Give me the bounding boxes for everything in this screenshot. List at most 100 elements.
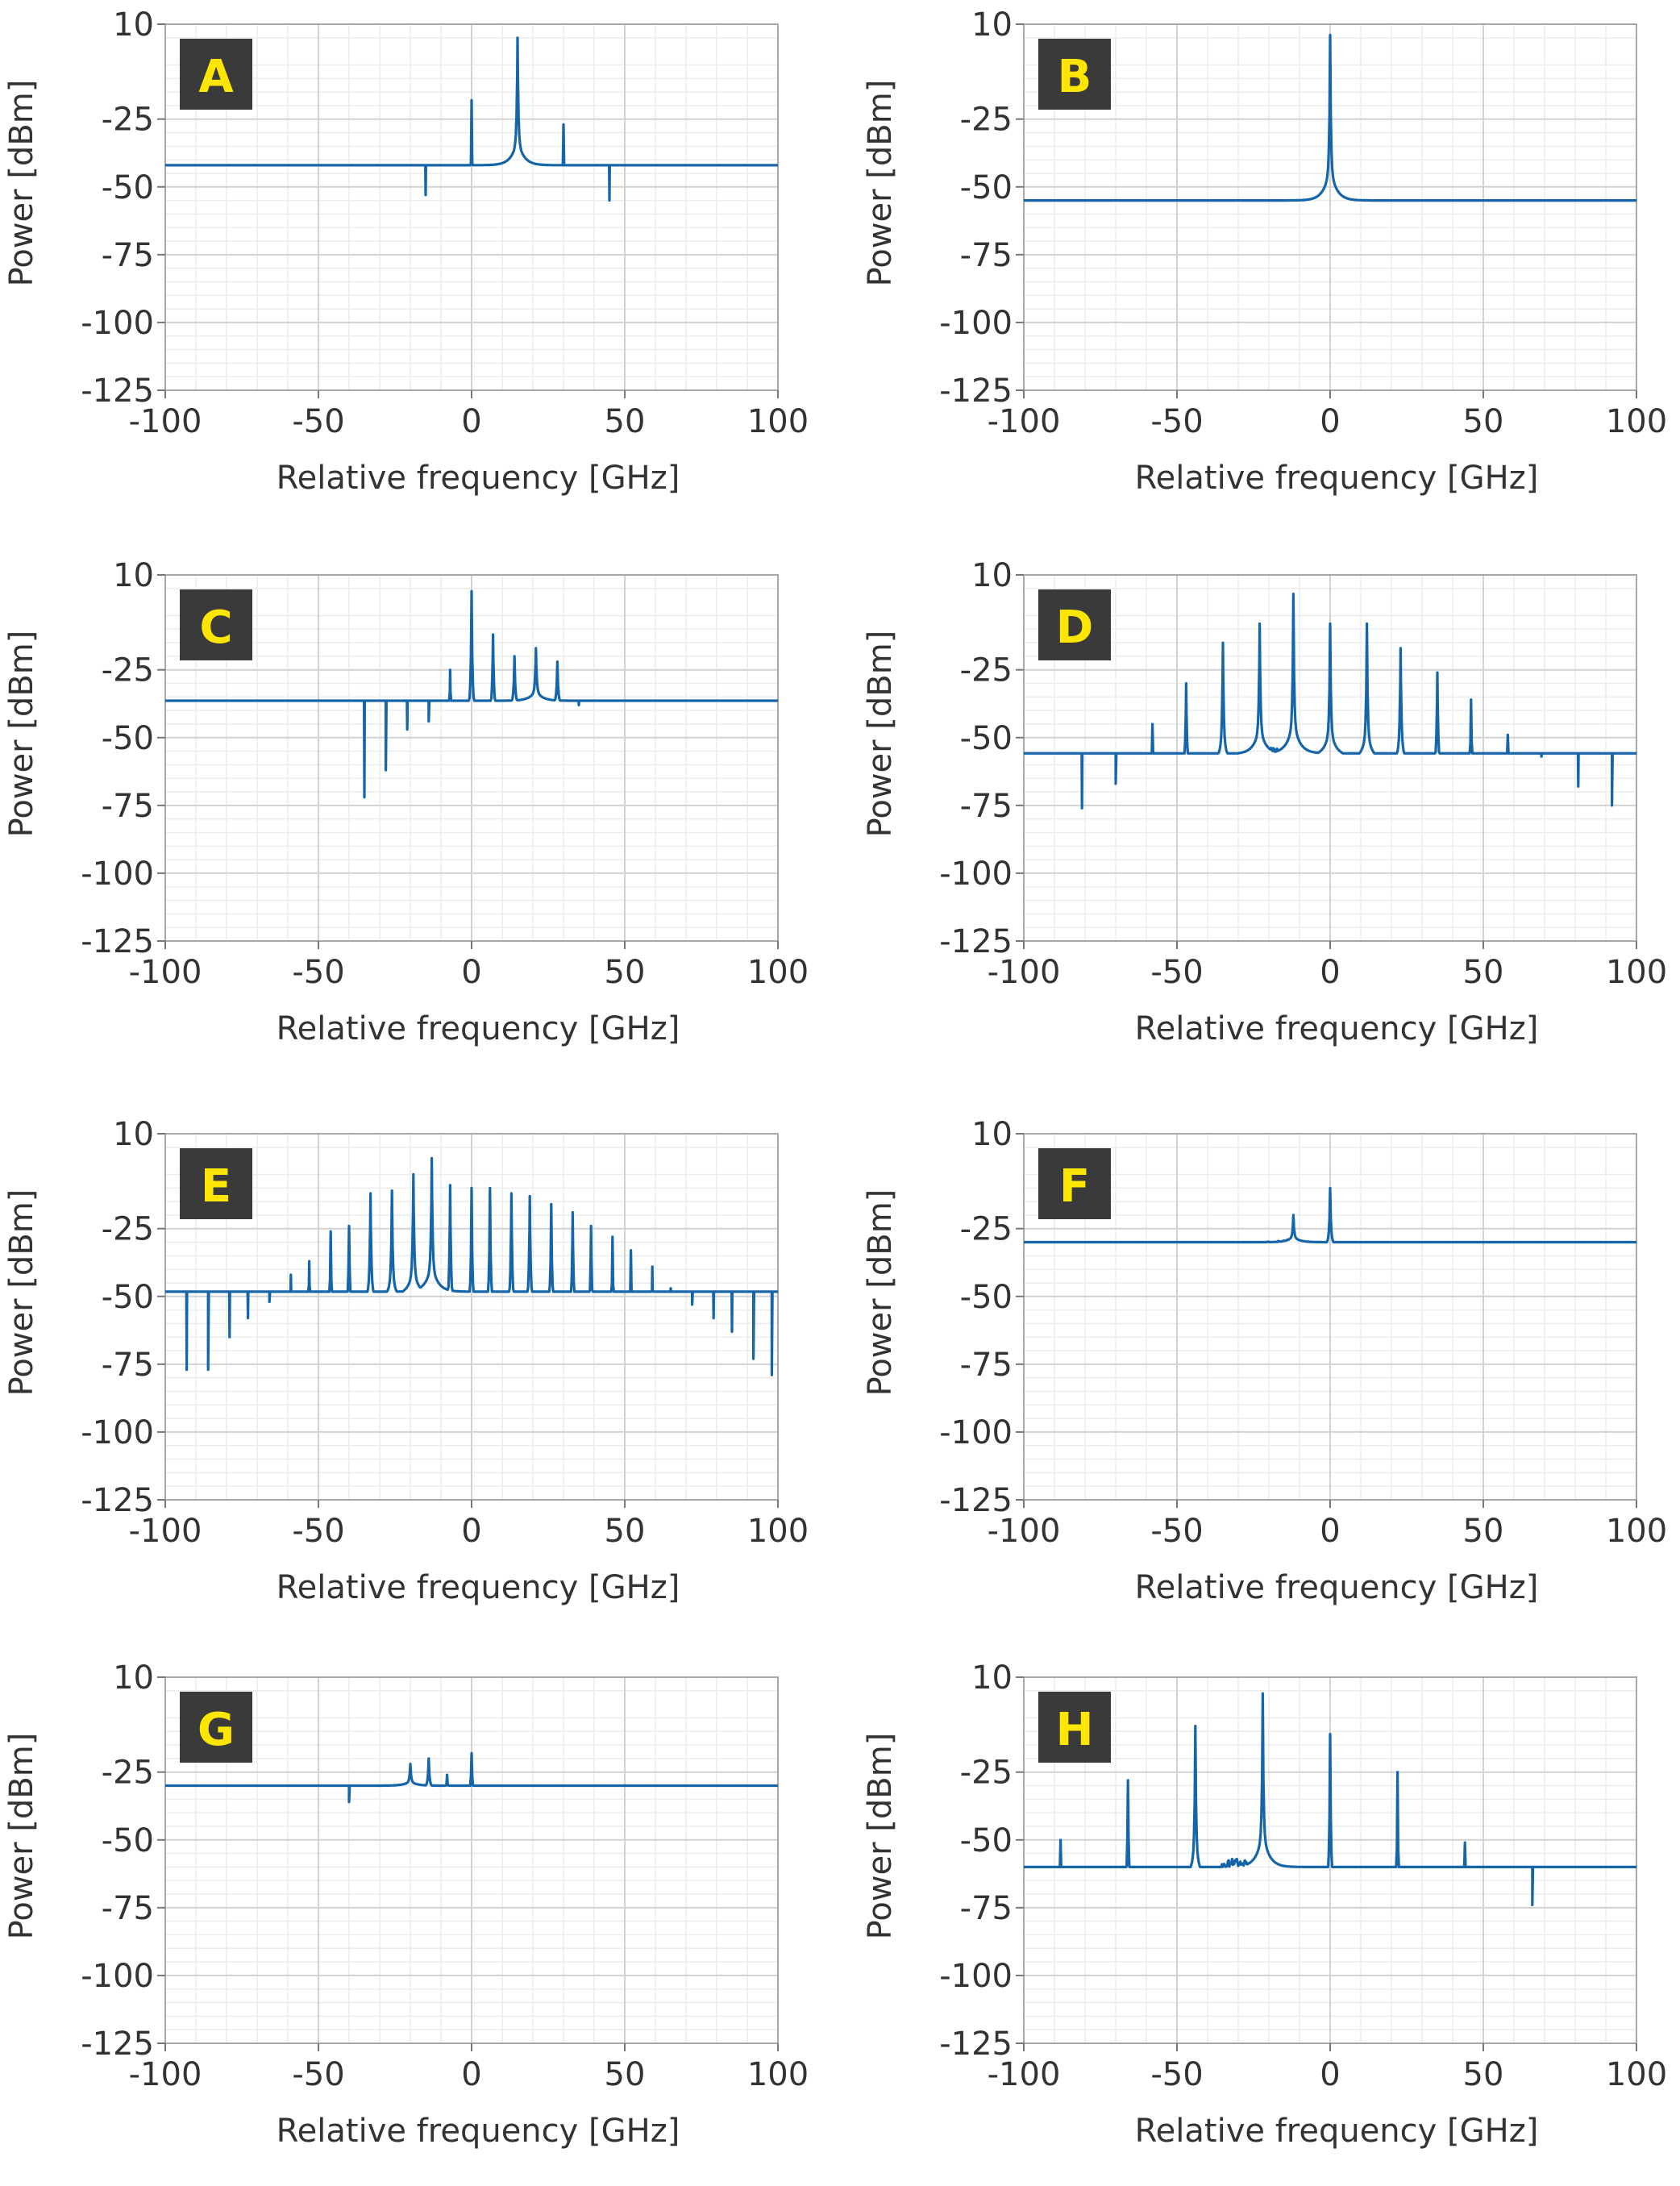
y-tick-label: 10 [971, 557, 1013, 594]
x-tick-label: 100 [1606, 2056, 1667, 2093]
panel-label-badge [180, 39, 252, 110]
panel-label-badge [180, 1692, 252, 1763]
y-tick-label: -125 [939, 1482, 1013, 1519]
y-tick-label: -25 [960, 1211, 1013, 1248]
x-tick-label: 50 [1463, 403, 1504, 440]
chart-panel-b: -100 -50 0 50 10010-25-50-75-100-125Relative… [862, 6, 1667, 497]
y-axis-title: Power [dBm] [3, 80, 40, 287]
chart-panel-d: -100 -50 0 50 10010-25-50-75-100-125Relative… [862, 557, 1667, 1047]
grid [164, 1676, 779, 2044]
y-axis-title: Power [dBm] [3, 1733, 40, 1940]
x-tick-label: 50 [605, 403, 646, 440]
y-tick-label: 10 [971, 1659, 1013, 1697]
panel-label-badge [1038, 1148, 1111, 1219]
panel-label-badge [1038, 1692, 1111, 1763]
x-tick-label: 100 [747, 403, 809, 440]
x-axis-title: Relative frequency [GHz] [277, 460, 680, 497]
panel-label: H [1056, 1704, 1094, 1756]
x-tick-label: -50 [1150, 2056, 1203, 2093]
x-tick-label: 100 [747, 1513, 809, 1550]
panel-label: A [198, 51, 234, 103]
x-tick-label: 100 [747, 2056, 809, 2093]
x-axis-title: Relative frequency [GHz] [1135, 1010, 1539, 1047]
y-tick-label: -75 [102, 1890, 154, 1927]
y-tick-label: -50 [960, 720, 1013, 757]
x-tick-label: 0 [1320, 403, 1340, 440]
y-tick-label: 10 [113, 1116, 154, 1153]
x-tick-label: -100 [988, 403, 1061, 440]
x-tick-label: -100 [988, 2056, 1061, 2093]
y-tick-label: -100 [939, 1414, 1013, 1451]
y-tick-label: -100 [939, 856, 1013, 893]
x-tick-label: -100 [988, 954, 1061, 991]
y-tick-label: -125 [939, 2026, 1013, 2063]
x-tick-label: -100 [129, 2056, 202, 2093]
y-tick-label: -125 [81, 2026, 154, 2063]
panel-label: G [198, 1704, 235, 1756]
y-axis-title: Power [dBm] [862, 631, 899, 838]
y-tick-label: -25 [102, 1755, 154, 1792]
y-tick-label: -75 [960, 788, 1013, 825]
x-axis-title: Relative frequency [GHz] [277, 2113, 680, 2150]
x-tick-label: 0 [461, 954, 481, 991]
y-tick-label: -75 [102, 1347, 154, 1384]
x-tick-label: -100 [129, 403, 202, 440]
y-tick-label: -125 [939, 373, 1013, 410]
x-tick-label: -100 [129, 954, 202, 991]
chart-panel-e: -100 -50 0 50 10010-25-50-75-100-125Relative… [3, 1116, 809, 1606]
y-tick-label: -100 [81, 856, 154, 893]
x-axis-title: Relative frequency [GHz] [1135, 2113, 1539, 2150]
y-tick-label: -75 [102, 788, 154, 825]
panel-label-badge [1038, 589, 1111, 660]
x-tick-label: 100 [1606, 403, 1667, 440]
x-tick-label: -50 [292, 954, 344, 991]
x-axis-title: Relative frequency [GHz] [277, 1569, 680, 1606]
panel-label: C [199, 602, 232, 654]
y-tick-label: -50 [102, 720, 154, 757]
y-tick-label: -75 [102, 237, 154, 274]
spectrum-series [164, 36, 779, 202]
spectrum-series [164, 1751, 779, 1804]
x-tick-label: 50 [605, 1513, 646, 1550]
x-tick-label: 100 [1606, 954, 1667, 991]
y-tick-label: -50 [960, 169, 1013, 206]
grid [1023, 1676, 1637, 2044]
x-axis-title: Relative frequency [GHz] [277, 1010, 680, 1047]
y-tick-label: -75 [960, 1890, 1013, 1927]
y-tick-label: 10 [971, 1116, 1013, 1153]
x-tick-label: 50 [605, 2056, 646, 2093]
grid [1023, 1133, 1637, 1501]
panel-label: F [1059, 1160, 1090, 1213]
x-tick-label: -50 [292, 2056, 344, 2093]
y-tick-label: -25 [960, 1755, 1013, 1792]
x-tick-label: 100 [747, 954, 809, 991]
y-axis-title: Power [dBm] [3, 1189, 40, 1397]
x-tick-label: 50 [605, 954, 646, 991]
y-tick-label: -100 [81, 1958, 154, 1995]
chart-panel-g: -100 -50 0 50 10010-25-50-75-100-125Relative… [3, 1659, 809, 2150]
y-tick-label: -50 [102, 1822, 154, 1859]
x-tick-label: -50 [292, 403, 344, 440]
x-tick-label: -50 [1150, 1513, 1203, 1550]
y-tick-label: -100 [81, 305, 154, 342]
grid [1023, 574, 1637, 942]
y-tick-label: 10 [113, 557, 154, 594]
y-tick-label: 10 [113, 6, 154, 44]
x-axis-title: Relative frequency [GHz] [1135, 460, 1539, 497]
y-tick-label: -25 [102, 1211, 154, 1248]
x-tick-label: 50 [1463, 2056, 1504, 2093]
y-tick-label: 10 [113, 1659, 154, 1697]
y-axis-title: Power [dBm] [3, 631, 40, 838]
panel-label: B [1058, 51, 1092, 103]
chart-panel-c: -100 -50 0 50 10010-25-50-75-100-125Relative… [3, 557, 809, 1047]
x-tick-label: 0 [1320, 2056, 1340, 2093]
y-tick-label: -100 [81, 1414, 154, 1451]
spectrum-series [1023, 1692, 1637, 1907]
y-tick-label: -50 [102, 169, 154, 206]
grid [164, 23, 779, 391]
y-tick-label: -25 [960, 652, 1013, 689]
y-tick-label: -75 [960, 1347, 1013, 1384]
panel-label: E [201, 1160, 231, 1213]
x-tick-label: 0 [461, 403, 481, 440]
chart-panel-f: -100 -50 0 50 10010-25-50-75-100-125Relative… [862, 1116, 1667, 1606]
